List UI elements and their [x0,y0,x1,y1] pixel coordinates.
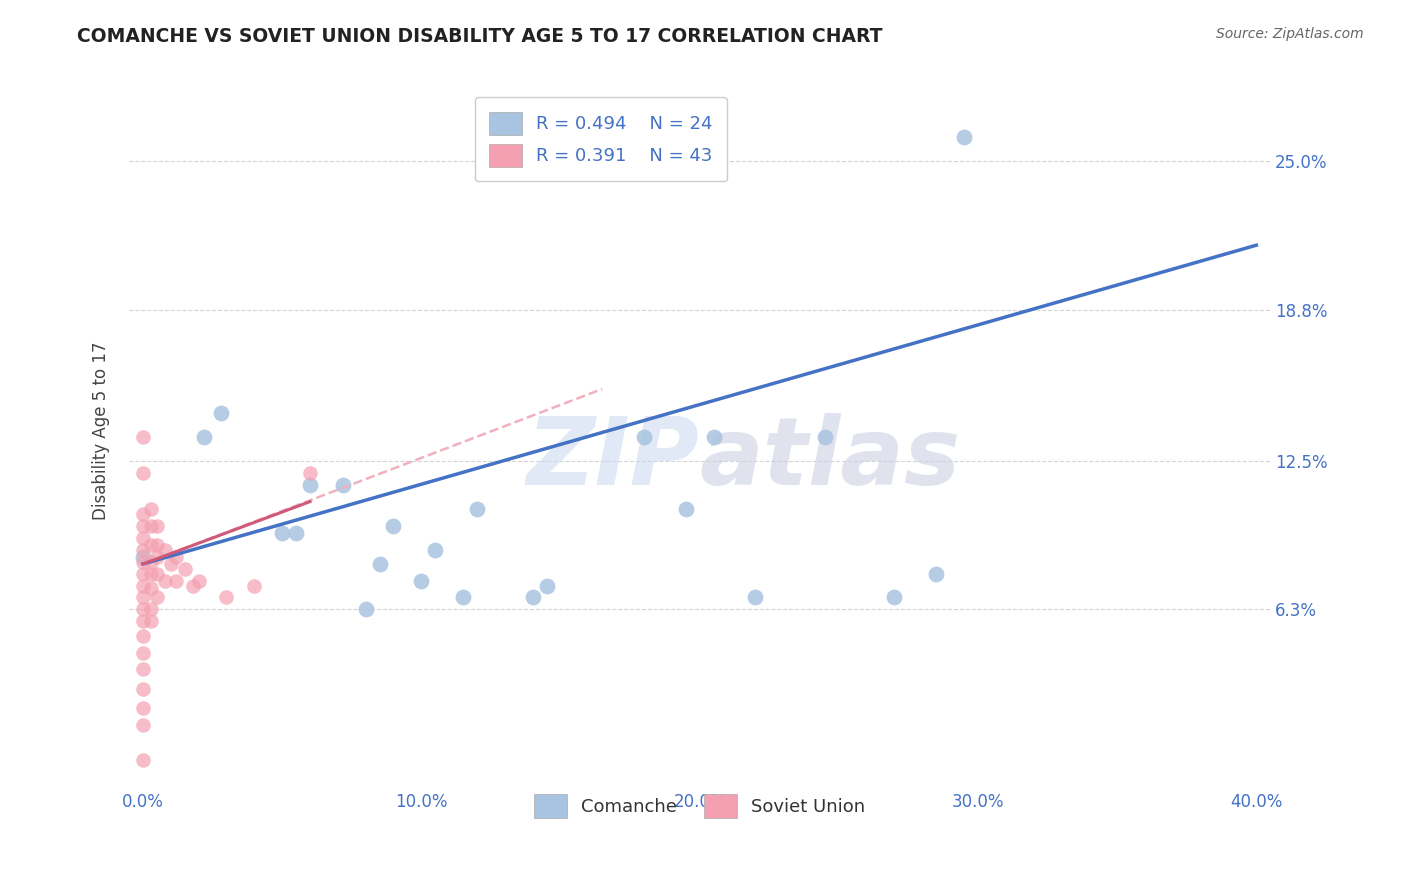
Point [132,518,155,533]
Point [132,542,155,557]
Point [132,466,155,480]
Point [285,525,308,540]
Legend: Comanche, Soviet Union: Comanche, Soviet Union [527,788,872,825]
Point [368,557,391,571]
Point [187,574,209,588]
Point [132,717,155,731]
Point [382,518,405,533]
Point [173,562,195,576]
Point [155,542,177,557]
Point [132,531,155,545]
Point [132,591,155,605]
Point [132,555,155,569]
Point [298,478,321,492]
Point [132,754,155,768]
Point [451,591,474,605]
Point [925,566,948,581]
Point [522,591,544,605]
Point [132,430,155,444]
Point [883,591,905,605]
Point [146,538,169,552]
Point [703,430,725,444]
Point [146,518,169,533]
Point [243,578,266,592]
Point [675,501,697,516]
Y-axis label: Disability Age 5 to 17: Disability Age 5 to 17 [93,342,110,520]
Point [146,591,169,605]
Point [132,578,155,592]
Point [132,646,155,660]
Point [536,578,558,592]
Point [132,566,155,581]
Point [633,430,655,444]
Point [165,549,187,564]
Point [141,538,163,552]
Point [146,549,169,564]
Point [814,430,837,444]
Point [141,518,163,533]
Point [132,602,155,616]
Point [141,501,163,516]
Point [215,591,238,605]
Point [132,629,155,643]
Point [181,578,204,592]
Point [465,501,488,516]
Point [141,581,163,595]
Point [744,591,766,605]
Point [141,555,163,569]
Point [298,466,321,480]
Point [132,662,155,676]
Point [411,574,433,588]
Text: Source: ZipAtlas.com: Source: ZipAtlas.com [1216,27,1364,41]
Point [132,507,155,521]
Text: atlas: atlas [700,413,960,505]
Point [160,557,183,571]
Point [141,615,163,629]
Point [132,700,155,714]
Point [332,478,354,492]
Point [146,566,169,581]
Point [193,430,215,444]
Point [155,574,177,588]
Point [132,549,155,564]
Point [953,130,976,145]
Point [132,615,155,629]
Point [132,681,155,696]
Point [165,574,187,588]
Point [141,602,163,616]
Text: COMANCHE VS SOVIET UNION DISABILITY AGE 5 TO 17 CORRELATION CHART: COMANCHE VS SOVIET UNION DISABILITY AGE … [77,27,883,45]
Text: ZIP: ZIP [527,413,700,505]
Point [354,602,377,616]
Point [271,525,294,540]
Point [425,542,447,557]
Point [141,566,163,581]
Point [209,406,232,420]
